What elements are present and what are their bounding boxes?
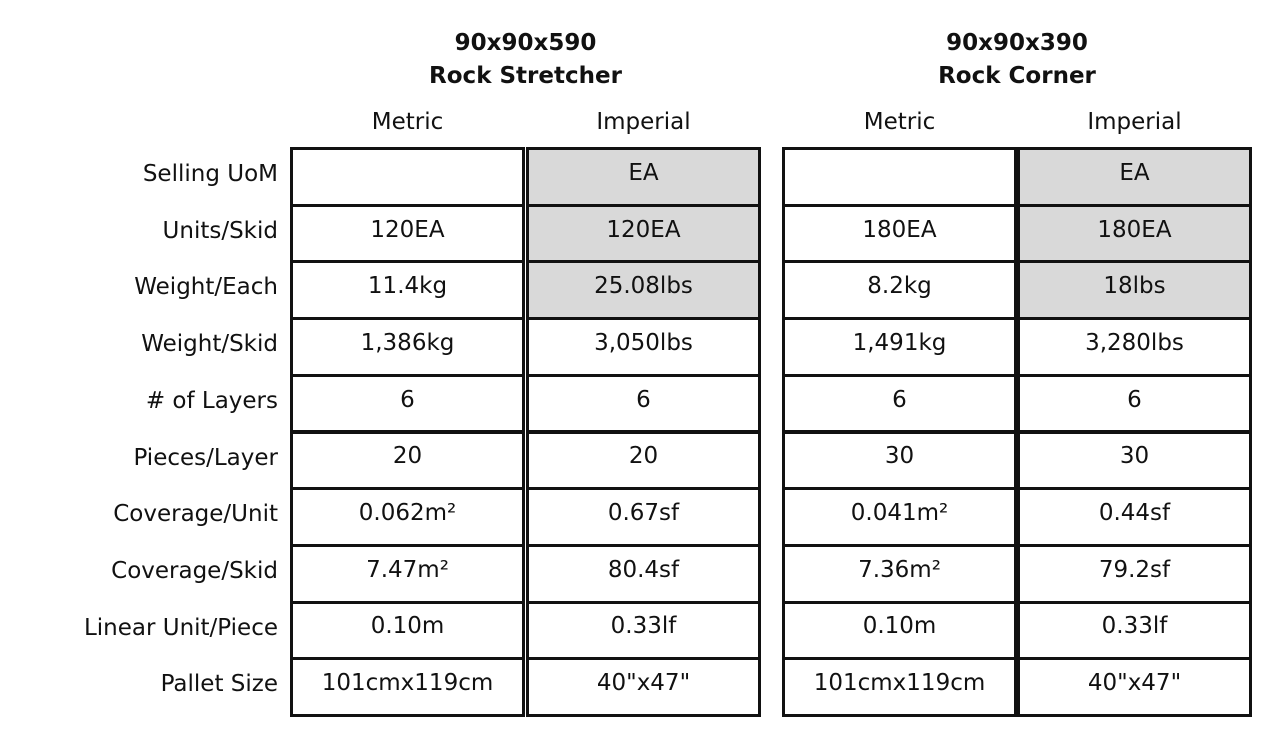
table-cell: EA <box>526 147 761 207</box>
table-cell: 6 <box>290 373 525 434</box>
unit-header: Imperial <box>596 109 691 135</box>
table-cell: 80.4sf <box>526 543 761 604</box>
table-cell: 30 <box>1017 430 1252 491</box>
table-cell: 1,386kg <box>290 317 525 377</box>
table-cell: 7.36m² <box>782 543 1017 604</box>
table-cell <box>290 147 525 207</box>
table-cell: 1,491kg <box>782 317 1017 377</box>
row-label: Weight/Skid <box>141 331 278 358</box>
table-cell: 180EA <box>1017 203 1252 264</box>
table-cell: 40"x47" <box>526 657 761 717</box>
table-cell: 3,050lbs <box>526 317 761 377</box>
product-code: 90x90x590 <box>454 30 597 56</box>
table-cell: 6 <box>1017 373 1252 434</box>
table-cell: 25.08lbs <box>526 260 761 321</box>
table-cell: 30 <box>782 430 1017 491</box>
table-cell: 7.47m² <box>290 543 525 604</box>
table-cell: 20 <box>290 430 525 491</box>
table-cell: 6 <box>526 373 761 434</box>
row-label: Weight/Each <box>134 274 278 301</box>
table-cell: 20 <box>526 430 761 491</box>
table-cell: 11.4kg <box>290 260 525 321</box>
table-cell: 6 <box>782 373 1017 434</box>
table-cell: 79.2sf <box>1017 543 1252 604</box>
table-cell: 8.2kg <box>782 260 1017 321</box>
unit-header: Imperial <box>1087 109 1182 135</box>
unit-header: Metric <box>863 109 936 135</box>
table-cell <box>782 147 1017 207</box>
table-cell: 0.10m <box>782 600 1017 661</box>
table-cell: 0.33lf <box>1017 600 1252 661</box>
product-name: Rock Corner <box>938 63 1096 89</box>
row-label: Coverage/Skid <box>111 557 278 584</box>
table-cell: 0.67sf <box>526 487 761 547</box>
table-cell: 40"x47" <box>1017 657 1252 717</box>
table-cell: 101cmx119cm <box>782 657 1017 717</box>
table-cell: 3,280lbs <box>1017 317 1252 377</box>
row-label: Units/Skid <box>162 217 278 244</box>
row-label: Linear Unit/Piece <box>83 614 278 641</box>
table-cell: EA <box>1017 147 1252 207</box>
row-label: Pieces/Layer <box>133 444 278 471</box>
table-cell: 0.10m <box>290 600 525 661</box>
product-code: 90x90x390 <box>946 30 1088 56</box>
table-cell: 18lbs <box>1017 260 1252 321</box>
table-cell: 0.33lf <box>526 600 761 661</box>
table-cell: 0.041m² <box>782 487 1017 547</box>
table-cell: 180EA <box>782 203 1017 264</box>
row-label: Selling UoM <box>142 161 278 187</box>
table-cell: 0.062m² <box>290 487 525 547</box>
row-label: # of Layers <box>145 387 278 414</box>
product-name: Rock Stretcher <box>429 63 622 89</box>
unit-header: Metric <box>371 109 444 135</box>
row-label: Pallet Size <box>160 671 278 698</box>
table-cell: 101cmx119cm <box>290 657 525 717</box>
table-cell: 120EA <box>526 203 761 264</box>
table-cell: 0.44sf <box>1017 487 1252 547</box>
table-cell: 120EA <box>290 203 525 264</box>
row-label: Coverage/Unit <box>113 501 278 528</box>
